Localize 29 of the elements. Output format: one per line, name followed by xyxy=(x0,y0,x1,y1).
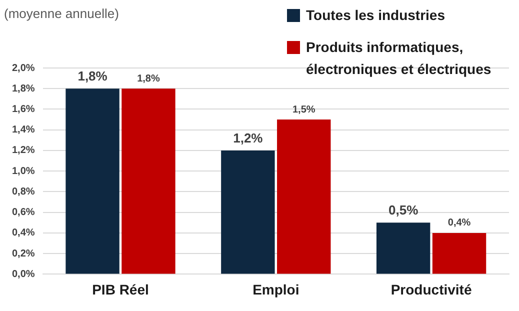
y-tick-label: 1,2% xyxy=(12,145,35,156)
bar xyxy=(376,222,430,274)
y-tick-label: 0,6% xyxy=(12,207,35,218)
x-tick-label: PIB Réel xyxy=(92,281,149,298)
data-label: 1,2% xyxy=(233,130,264,146)
data-label: 1,5% xyxy=(292,104,316,116)
data-label: 0,5% xyxy=(388,202,419,218)
y-tick-label: 0,4% xyxy=(12,228,35,239)
y-tick-label: 0,0% xyxy=(12,268,35,280)
y-tick-label: 1,0% xyxy=(12,166,35,177)
x-tick-label: Productivité xyxy=(390,281,472,298)
y-tick-label: 0,8% xyxy=(12,186,35,198)
chart-subtitle: (moyenne annuelle) xyxy=(4,6,119,21)
y-tick-label: 1,6% xyxy=(12,104,35,115)
bar xyxy=(122,88,176,274)
y-tick-label: 1,8% xyxy=(12,83,35,94)
bar xyxy=(432,232,486,274)
x-tick-label: Emploi xyxy=(252,281,300,298)
legend-label: Toutes les industries xyxy=(306,6,445,25)
y-tick-label: 0,2% xyxy=(12,248,35,260)
data-label: 0,4% xyxy=(448,218,471,229)
data-label: 1,8% xyxy=(78,68,108,84)
y-tick-label: 1,4% xyxy=(12,124,35,136)
data-label: 1,8% xyxy=(137,73,160,84)
bar xyxy=(277,120,331,274)
y-tick-label: 2,0% xyxy=(12,62,35,74)
bar xyxy=(66,88,120,274)
legend-label: Produits informatiques, électroniques et électriques xyxy=(306,38,492,79)
bar xyxy=(221,150,275,274)
